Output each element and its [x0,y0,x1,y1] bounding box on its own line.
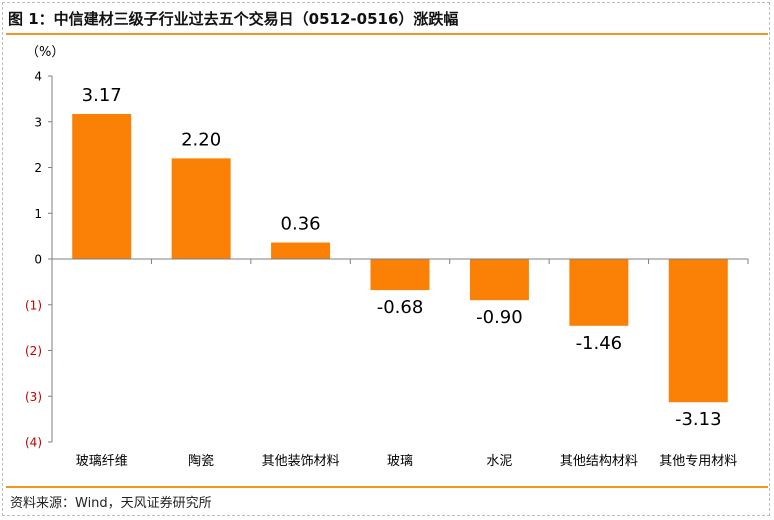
y-tick-label: 0 [34,253,42,267]
bar [469,259,529,301]
x-category-label: 玻璃纤维 [76,454,128,469]
y-tick-label: (2) [25,344,42,358]
x-category-label: 陶瓷 [188,453,214,469]
x-category-label: 其他装饰材料 [262,454,340,469]
x-category-label: 其他结构材料 [560,454,638,469]
y-tick-label: 4 [34,70,42,84]
bar-data-label: -1.46 [576,333,623,354]
y-tick-label: (4) [25,436,42,450]
bar-data-label: 3.17 [82,85,122,106]
y-tick-label: (3) [25,390,42,404]
x-category-label: 玻璃 [387,454,413,469]
source-note: 资料来源：Wind，天风证券研究所 [10,496,212,511]
bar [271,242,331,259]
bar [569,259,629,326]
bar [668,259,728,403]
bar-data-label: 2.20 [181,129,221,150]
y-axis-unit-label: （%） [26,45,64,60]
y-tick-label: 2 [34,161,42,175]
bar-data-label: 0.36 [281,214,321,235]
figure-title: 图 1：中信建材三级子行业过去五个交易日（0512-0516）涨跌幅 [8,10,459,28]
source-rule [6,486,768,488]
bar-data-label: -3.13 [675,409,722,430]
bar [370,259,430,291]
y-tick-label: 1 [34,207,42,221]
bar [171,158,231,259]
title-rule [6,33,768,35]
y-tick-label: 3 [34,115,42,129]
bar-data-label: -0.68 [377,297,424,318]
bar [72,113,132,259]
bar-data-label: -0.90 [476,307,523,328]
x-category-label: 其他专用材料 [659,454,737,469]
x-category-label: 水泥 [486,454,512,469]
y-tick-label: (1) [25,298,42,312]
